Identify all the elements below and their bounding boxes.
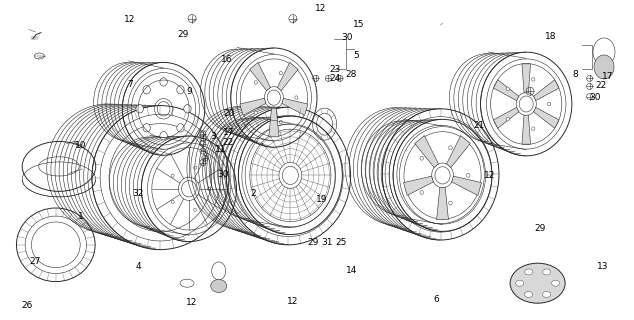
Text: 12: 12 bbox=[186, 298, 197, 307]
Text: 17: 17 bbox=[223, 128, 234, 137]
Text: 12: 12 bbox=[287, 297, 299, 306]
Ellipse shape bbox=[449, 146, 452, 150]
Ellipse shape bbox=[254, 111, 257, 115]
Text: 29: 29 bbox=[307, 238, 318, 247]
Text: 7: 7 bbox=[127, 80, 133, 89]
Text: 30: 30 bbox=[589, 93, 600, 102]
Text: 17: 17 bbox=[602, 72, 613, 81]
Text: 29: 29 bbox=[177, 30, 188, 39]
Text: 32: 32 bbox=[133, 189, 144, 198]
Text: 26: 26 bbox=[21, 301, 32, 310]
Ellipse shape bbox=[506, 117, 509, 121]
Ellipse shape bbox=[543, 292, 551, 298]
Polygon shape bbox=[437, 187, 448, 220]
Text: 3: 3 bbox=[210, 132, 216, 141]
Text: 13: 13 bbox=[597, 262, 608, 271]
Ellipse shape bbox=[449, 201, 452, 205]
Polygon shape bbox=[534, 108, 559, 128]
Text: 21: 21 bbox=[473, 121, 484, 130]
Text: 30: 30 bbox=[342, 33, 353, 42]
Text: 16: 16 bbox=[221, 55, 233, 64]
Text: 6: 6 bbox=[433, 295, 439, 304]
Ellipse shape bbox=[547, 102, 551, 106]
Polygon shape bbox=[446, 136, 470, 167]
Ellipse shape bbox=[506, 87, 509, 91]
Polygon shape bbox=[403, 176, 433, 196]
Ellipse shape bbox=[532, 127, 535, 131]
Ellipse shape bbox=[160, 78, 167, 86]
Polygon shape bbox=[269, 108, 279, 137]
Ellipse shape bbox=[136, 105, 143, 113]
Text: 22: 22 bbox=[223, 138, 234, 147]
Ellipse shape bbox=[295, 96, 298, 99]
Polygon shape bbox=[415, 136, 439, 167]
Ellipse shape bbox=[254, 81, 257, 84]
Text: 15: 15 bbox=[353, 20, 364, 29]
Ellipse shape bbox=[143, 85, 150, 94]
Ellipse shape bbox=[420, 156, 424, 160]
Text: 12: 12 bbox=[124, 15, 136, 24]
Ellipse shape bbox=[510, 263, 565, 303]
Polygon shape bbox=[250, 62, 270, 91]
Text: 9: 9 bbox=[186, 87, 192, 96]
Ellipse shape bbox=[184, 105, 191, 113]
Text: 14: 14 bbox=[346, 266, 358, 275]
Text: 1: 1 bbox=[78, 212, 84, 221]
Ellipse shape bbox=[160, 132, 167, 140]
Ellipse shape bbox=[177, 85, 184, 94]
Text: 11: 11 bbox=[215, 145, 226, 154]
Ellipse shape bbox=[467, 173, 470, 177]
Text: 23: 23 bbox=[329, 65, 340, 74]
Ellipse shape bbox=[543, 269, 551, 275]
Text: 12: 12 bbox=[314, 4, 326, 13]
Text: 19: 19 bbox=[316, 196, 328, 204]
Ellipse shape bbox=[210, 279, 227, 292]
Polygon shape bbox=[522, 115, 531, 144]
Text: 27: 27 bbox=[29, 257, 41, 266]
Polygon shape bbox=[534, 80, 559, 100]
Text: 31: 31 bbox=[321, 238, 333, 247]
Ellipse shape bbox=[420, 190, 424, 195]
Text: 4: 4 bbox=[136, 262, 141, 271]
Text: 10: 10 bbox=[75, 141, 87, 150]
Ellipse shape bbox=[280, 71, 282, 75]
Ellipse shape bbox=[143, 124, 150, 132]
Text: 30: 30 bbox=[217, 170, 229, 179]
Text: 22: 22 bbox=[595, 81, 607, 90]
Text: 24: 24 bbox=[329, 74, 340, 83]
Ellipse shape bbox=[552, 280, 560, 286]
Text: 2: 2 bbox=[251, 189, 256, 198]
Text: 29: 29 bbox=[534, 224, 546, 233]
Text: 5: 5 bbox=[353, 51, 359, 60]
Ellipse shape bbox=[177, 124, 184, 132]
Polygon shape bbox=[278, 62, 298, 91]
Text: 8: 8 bbox=[573, 70, 579, 79]
Ellipse shape bbox=[280, 120, 282, 124]
Polygon shape bbox=[240, 98, 266, 116]
Polygon shape bbox=[493, 108, 519, 128]
Ellipse shape bbox=[515, 280, 524, 286]
Ellipse shape bbox=[524, 269, 533, 275]
Polygon shape bbox=[282, 98, 308, 116]
Ellipse shape bbox=[524, 292, 533, 298]
Polygon shape bbox=[522, 64, 531, 93]
Polygon shape bbox=[493, 80, 519, 100]
Text: 25: 25 bbox=[335, 238, 347, 247]
Ellipse shape bbox=[594, 55, 614, 79]
Text: 20: 20 bbox=[224, 109, 235, 118]
Polygon shape bbox=[452, 176, 482, 196]
Text: 28: 28 bbox=[345, 70, 356, 79]
Text: 18: 18 bbox=[545, 32, 556, 41]
Ellipse shape bbox=[532, 77, 535, 81]
Text: 12: 12 bbox=[484, 171, 495, 180]
